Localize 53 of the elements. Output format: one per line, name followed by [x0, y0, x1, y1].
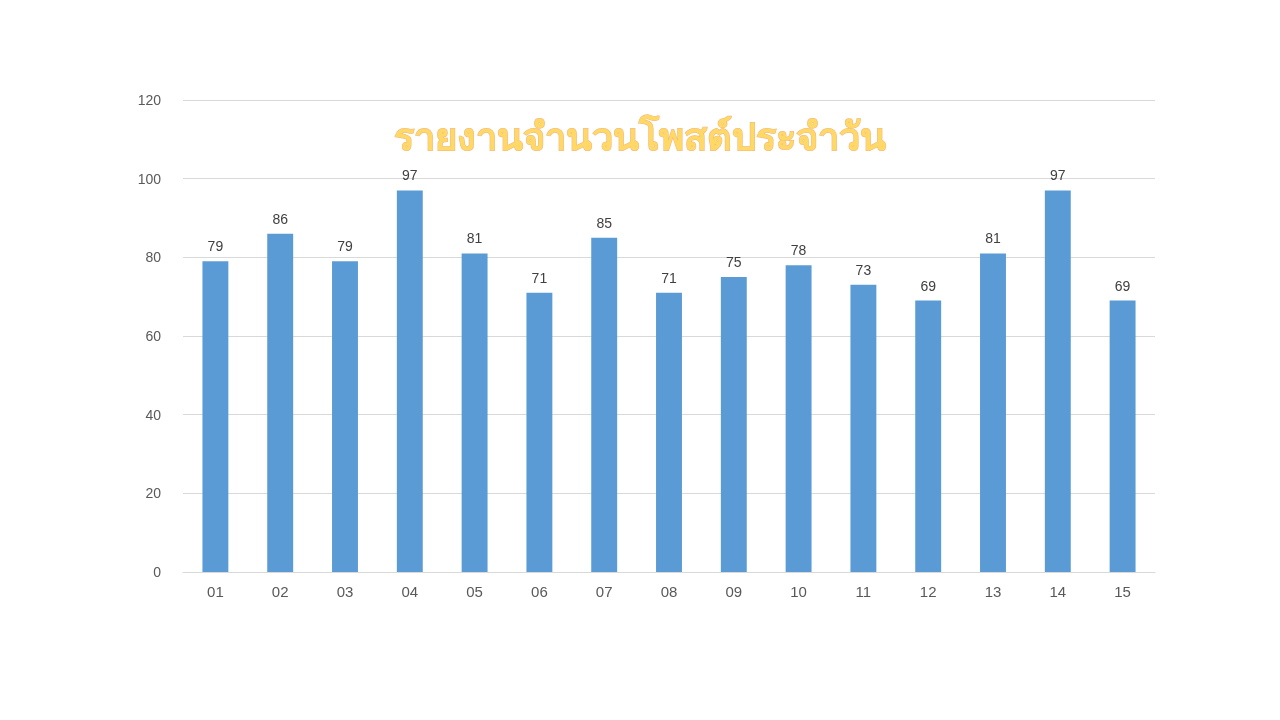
data-label: 79 — [207, 238, 224, 255]
chart-title: รายงานจำนวนโพสต์ประจำวัน — [394, 114, 886, 159]
x-tick-label: 01 — [207, 583, 224, 600]
data-label: 85 — [596, 214, 613, 231]
data-label: 69 — [1114, 277, 1131, 294]
x-tick-label: 08 — [660, 583, 678, 600]
data-label: 71 — [531, 269, 548, 286]
data-label: 97 — [402, 167, 418, 184]
y-tick-label: 60 — [145, 328, 162, 344]
data-label: 78 — [790, 242, 807, 259]
bar — [720, 277, 747, 572]
x-tick-label: 09 — [725, 583, 743, 600]
bar — [785, 265, 812, 572]
data-label: 69 — [920, 277, 937, 294]
x-tick-label: 12 — [919, 583, 937, 600]
y-tick-label: 120 — [137, 92, 162, 108]
x-tick-label: 06 — [531, 583, 548, 600]
bar — [915, 300, 942, 572]
bar — [332, 261, 358, 572]
bar — [1044, 190, 1071, 572]
data-label: 79 — [337, 238, 353, 255]
bar — [980, 253, 1006, 572]
x-tick-label: 11 — [855, 583, 872, 600]
x-tick-label: 02 — [271, 583, 289, 600]
x-tick-label: 13 — [984, 583, 1002, 600]
bar — [461, 253, 488, 572]
data-label: 71 — [661, 269, 677, 286]
bar — [526, 292, 553, 572]
y-tick-label: 0 — [153, 564, 162, 580]
bar — [656, 292, 682, 572]
y-tick-label: 80 — [145, 249, 162, 266]
x-tick-label: 07 — [595, 583, 613, 600]
data-label: 75 — [726, 254, 742, 270]
bar — [202, 261, 229, 572]
bar — [591, 237, 618, 572]
x-tick-label: 15 — [1114, 583, 1131, 600]
data-label: 81 — [985, 230, 1001, 247]
x-tick-label: 10 — [790, 583, 807, 600]
data-label: 86 — [272, 210, 289, 227]
bar — [850, 284, 877, 572]
data-label: 97 — [1050, 167, 1066, 184]
y-tick-label: 40 — [145, 406, 162, 423]
y-tick-label: 100 — [137, 170, 162, 187]
bar — [396, 190, 423, 572]
x-tick-label: 14 — [1049, 583, 1067, 600]
bar — [1109, 300, 1136, 572]
data-label: 73 — [855, 261, 872, 278]
x-tick-label: 05 — [466, 583, 483, 600]
y-tick-label: 20 — [145, 485, 162, 502]
x-tick-label: 03 — [336, 583, 354, 600]
bar — [267, 233, 294, 572]
x-tick-label: 04 — [401, 583, 419, 600]
data-label: 81 — [466, 230, 483, 247]
